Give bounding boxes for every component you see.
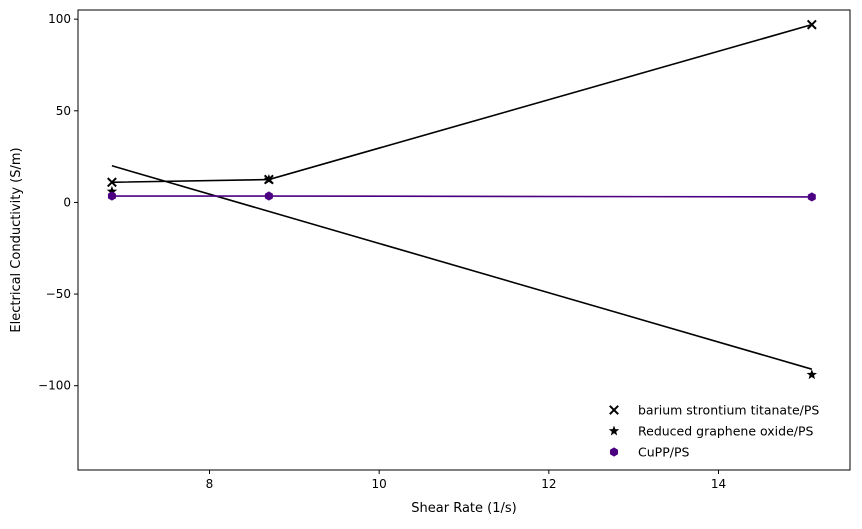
plot-area (77, 9, 851, 471)
data-point (806, 369, 818, 380)
data-point (107, 191, 116, 201)
legend-marker (610, 447, 618, 457)
y-tick-label: 50 (56, 104, 71, 118)
y-axis-label: Electrical Conductivity (S/m) (9, 147, 24, 332)
x-tick-label: 8 (206, 477, 214, 491)
series-line (111, 165, 813, 370)
x-tick-label: 14 (711, 477, 726, 491)
data-point (806, 19, 817, 30)
data-point (264, 191, 273, 201)
series-markers (106, 19, 818, 380)
data-point (106, 185, 118, 196)
y-axis-ticks: 100 50 0 −50 −100 (38, 12, 78, 393)
legend: barium strontium titanate/PS Reduced grap… (608, 403, 819, 460)
x-axis-ticks: 8 10 12 14 (206, 470, 726, 491)
y-tick-label: −50 (46, 287, 71, 301)
x-tick-label: 12 (541, 477, 556, 491)
data-point (107, 177, 117, 188)
data-point (263, 174, 275, 184)
y-tick-label: 100 (48, 12, 71, 26)
legend-marker (609, 405, 619, 415)
legend-marker (608, 425, 620, 436)
series-line (111, 195, 812, 198)
data-point (807, 192, 816, 202)
y-tick-label: −100 (38, 379, 71, 393)
x-axis-label: Shear Rate (1/s) (411, 501, 516, 516)
y-tick-label: 0 (63, 195, 71, 209)
legend-label: Reduced graphene oxide/PS (638, 424, 814, 439)
legend-label: CuPP/PS (638, 445, 689, 460)
x-tick-label: 10 (372, 477, 387, 491)
legend-label: barium strontium titanate/PS (638, 403, 819, 418)
